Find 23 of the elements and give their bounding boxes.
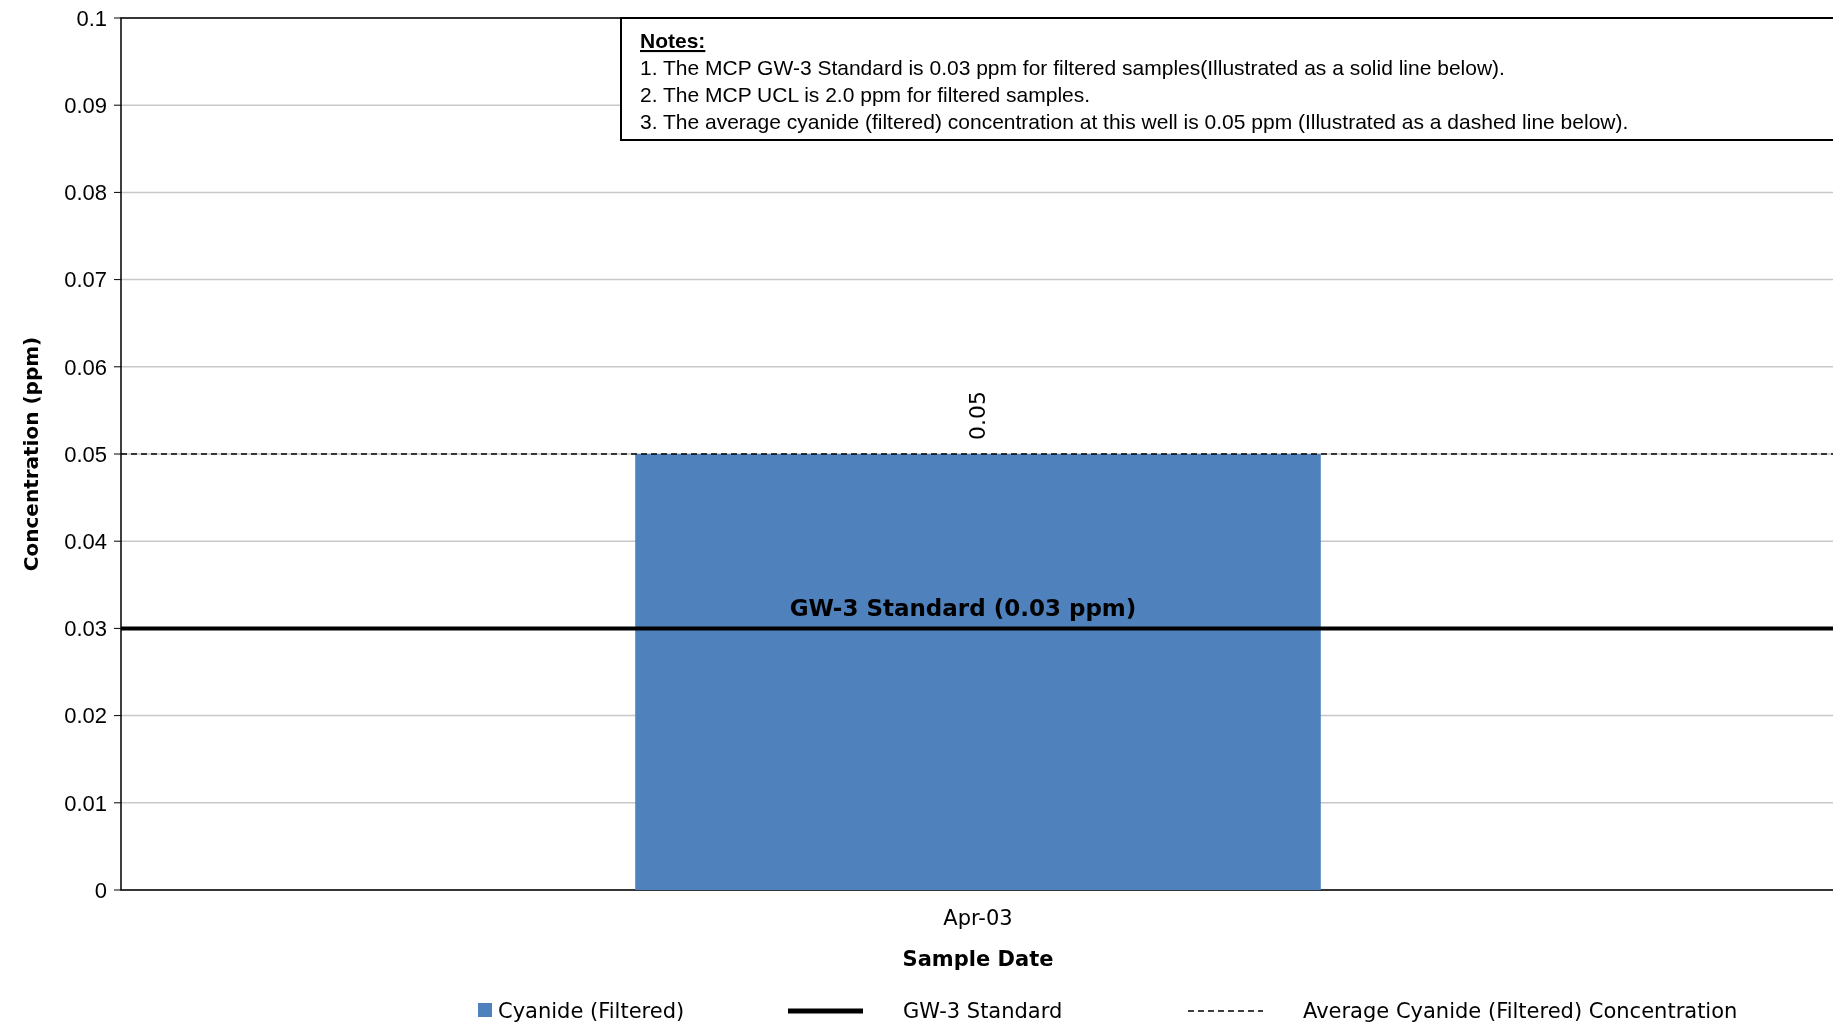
legend-label: GW-3 Standard <box>903 999 1063 1024</box>
y-tick-label: 0 <box>94 877 107 903</box>
legend-label: Cyanide (Filtered) <box>498 999 685 1024</box>
annotation: Notes: <box>640 29 706 52</box>
y-tick-label: 0.06 <box>64 354 107 380</box>
y-tick-label: 0.03 <box>64 616 107 642</box>
y-tick-label: 0.07 <box>64 267 107 293</box>
data-label: 0.05 <box>965 391 990 440</box>
legend-label: Average Cyanide (Filtered) Concentration <box>1303 999 1738 1024</box>
y-axis-title: Concentration (ppm) <box>19 336 43 572</box>
y-tick-label: 0.01 <box>64 790 107 816</box>
annotation: 2. The MCP UCL is 2.0 ppm for filtered samples. <box>640 83 1091 106</box>
y-tick-label: 0.09 <box>64 92 107 118</box>
y-tick-label: 0.04 <box>64 528 107 554</box>
x-tick-label: Apr-03 <box>943 906 1013 930</box>
y-tick-label: 0.02 <box>64 703 107 729</box>
y-tick-label: 0.1 <box>76 5 107 31</box>
x-axis-title: Sample Date <box>902 947 1054 971</box>
y-tick-label: 0.08 <box>64 180 107 206</box>
y-tick-label: 0.05 <box>64 441 107 467</box>
annotation: GW-3 Standard (0.03 ppm) <box>789 595 1137 622</box>
annotation: 3. The average cyanide (filtered) concentration at this well is 0.05 ppm (Illustrated as a dashed line below). <box>640 110 1629 133</box>
annotation: 1. The MCP GW-3 Standard is 0.03 ppm for filtered samples(Illustrated as a solid line below). <box>640 56 1505 79</box>
